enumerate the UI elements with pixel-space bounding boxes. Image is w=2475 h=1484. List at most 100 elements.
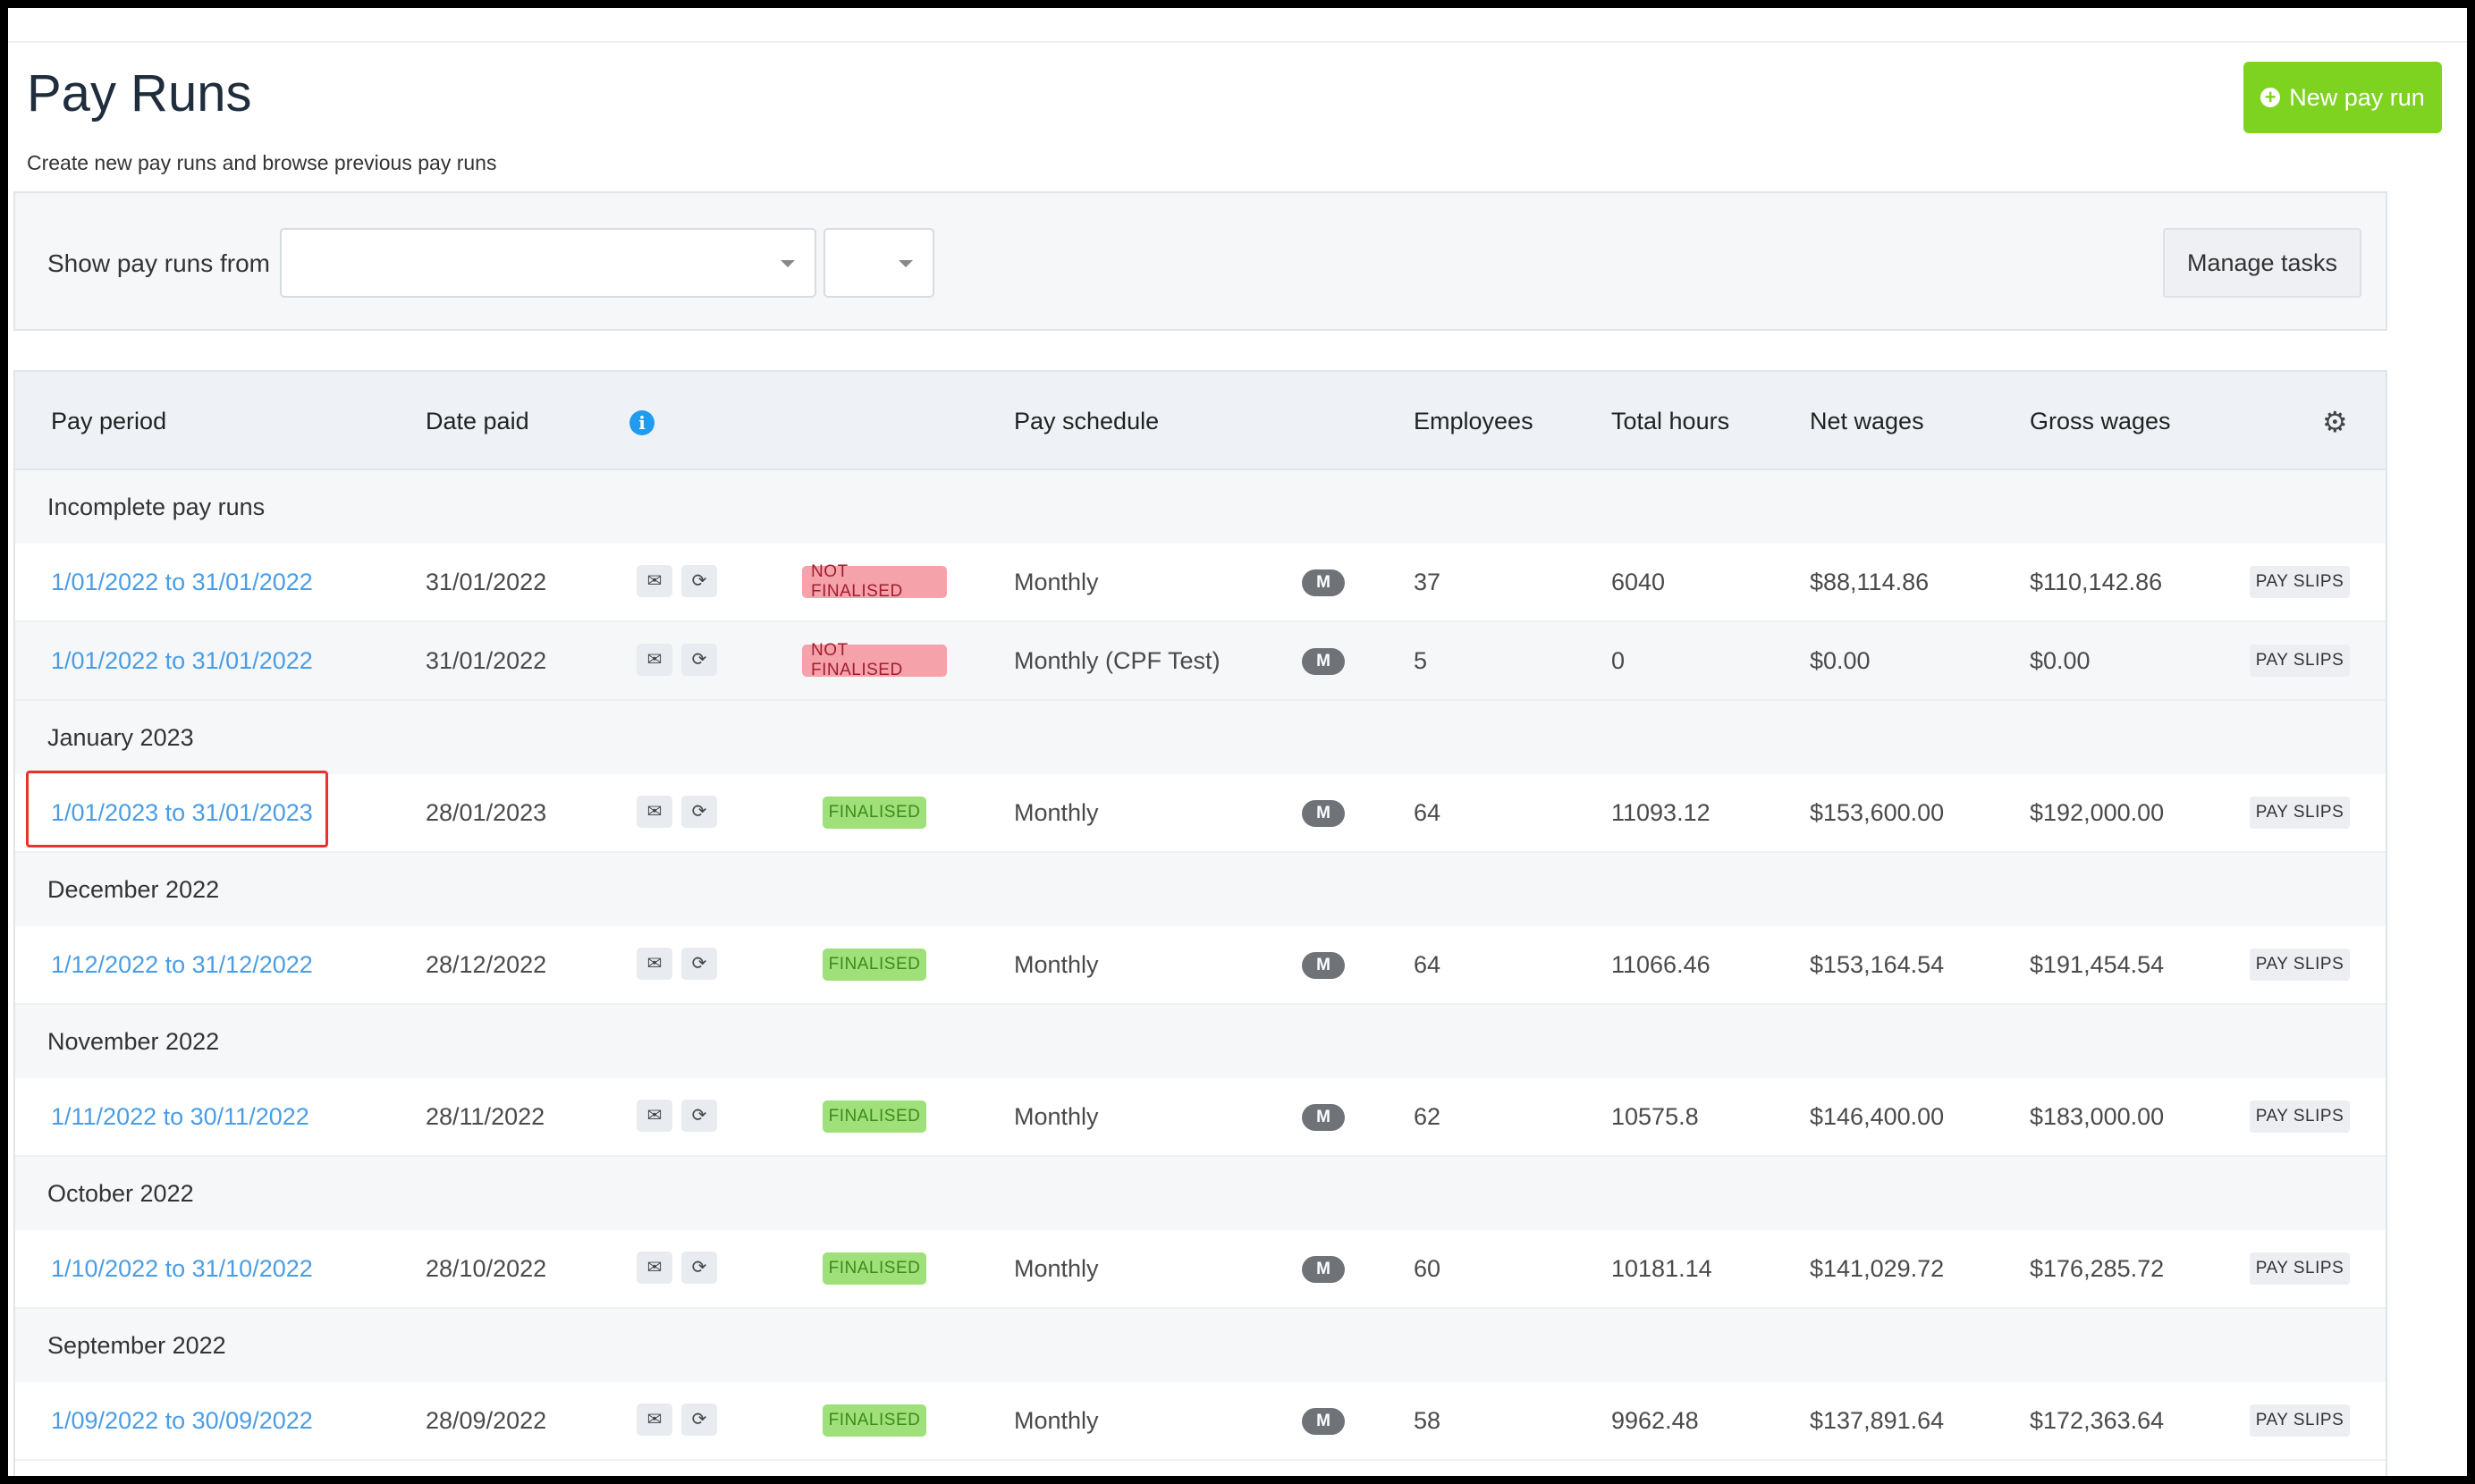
employees-count: 64 (1414, 799, 1441, 826)
group-header: Incomplete pay runs (15, 470, 2386, 544)
date-paid: 28/09/2022 (426, 1407, 547, 1434)
frequency-badge: M (1302, 1104, 1345, 1131)
status-badge: FINALISED (823, 949, 926, 981)
pay-period-link[interactable]: 1/09/2022 to 30/09/2022 (51, 1407, 313, 1434)
new-pay-run-label: New pay run (2289, 83, 2425, 111)
group-header: November 2022 (15, 1005, 2386, 1078)
refresh-button[interactable]: ⟳ (681, 1404, 717, 1436)
refresh-button[interactable]: ⟳ (681, 1252, 717, 1284)
refresh-button[interactable]: ⟳ (681, 1100, 717, 1132)
email-button[interactable]: ✉ (637, 1404, 672, 1436)
manage-tasks-button[interactable]: Manage tasks (2163, 228, 2361, 298)
group-label: Incomplete pay runs (47, 493, 266, 520)
filter-label: Show pay runs from (47, 249, 270, 277)
header-employees: Employees (1414, 408, 1533, 434)
pay-slips-button[interactable]: PAY SLIPS (2250, 1252, 2350, 1285)
plus-circle-icon: + (2260, 88, 2281, 107)
pay-period-link[interactable]: 1/01/2023 to 31/01/2023 (51, 799, 313, 826)
email-button[interactable]: ✉ (637, 565, 672, 597)
pay-slips-button[interactable]: PAY SLIPS (2250, 645, 2350, 677)
pay-runs-table: Pay period Date paid i Pay schedule Empl… (13, 370, 2387, 1476)
pay-period-link[interactable]: 1/10/2022 to 31/10/2022 (51, 1255, 313, 1282)
table-row: 1/01/2023 to 31/01/2023 28/01/2023 ✉ ⟳ FINAL… (15, 774, 2386, 853)
net-wages: $137,891.64 (1810, 1407, 1945, 1434)
gross-wages: $110,142.86 (2030, 569, 2163, 595)
employees-count: 64 (1414, 951, 1441, 978)
email-button[interactable]: ✉ (637, 644, 672, 676)
header-date-paid: Date paid (426, 408, 529, 434)
pay-period-link[interactable]: 1/11/2022 to 30/11/2022 (51, 1103, 309, 1130)
email-button[interactable]: ✉ (637, 796, 672, 828)
employees-count: 60 (1414, 1255, 1441, 1282)
table-row: 1/01/2022 to 31/01/2022 31/01/2022 ✉ ⟳ NOT F… (15, 544, 2386, 622)
employees-count: 5 (1414, 647, 1428, 674)
refresh-button[interactable]: ⟳ (681, 565, 717, 597)
pay-period-link[interactable]: 1/01/2022 to 31/01/2022 (51, 569, 313, 595)
total-hours: 10575.8 (1611, 1103, 1699, 1130)
pay-schedule: Monthly (1014, 1103, 1099, 1130)
net-wages: $88,114.86 (1810, 569, 1930, 595)
header-total-hours: Total hours (1611, 408, 1730, 434)
gross-wages: $191,454.54 (2030, 951, 2165, 978)
table-row: 1/12/2022 to 31/12/2022 28/12/2022 ✉ ⟳ FINAL… (15, 926, 2386, 1005)
pay-run-filter-select[interactable] (280, 228, 816, 298)
pay-slips-button[interactable]: PAY SLIPS (2250, 566, 2350, 598)
frequency-badge: M (1302, 952, 1345, 979)
pay-schedule: Monthly (CPF Test) (1014, 647, 1221, 674)
pay-slips-button[interactable]: PAY SLIPS (2250, 1100, 2350, 1133)
refresh-button[interactable]: ⟳ (681, 948, 717, 980)
pay-schedule: Monthly (1014, 1255, 1099, 1282)
frequency-badge: M (1302, 648, 1345, 675)
group-label: October 2022 (47, 1180, 194, 1207)
pay-slips-button[interactable]: PAY SLIPS (2250, 797, 2350, 829)
employees-count: 37 (1414, 569, 1441, 595)
email-button[interactable]: ✉ (637, 1252, 672, 1284)
header-net-wages: Net wages (1810, 408, 1924, 434)
chevron-down-icon (899, 260, 913, 267)
info-icon[interactable]: i (629, 410, 655, 435)
group-label: January 2023 (47, 724, 194, 751)
group-header: September 2022 (15, 1309, 2386, 1382)
total-hours: 9962.48 (1611, 1407, 1699, 1434)
net-wages: $153,600.00 (1810, 799, 1945, 826)
total-hours: 10181.14 (1611, 1255, 1712, 1282)
refresh-button[interactable]: ⟳ (681, 644, 717, 676)
pay-slips-button[interactable]: PAY SLIPS (2250, 1404, 2350, 1437)
header-pay-schedule: Pay schedule (1014, 408, 1160, 434)
page-title: Pay Runs (27, 64, 252, 122)
table-row: 1/11/2022 to 30/11/2022 28/11/2022 ✉ ⟳ FINAL… (15, 1078, 2386, 1157)
group-header: December 2022 (15, 853, 2386, 926)
net-wages: $141,029.72 (1810, 1255, 1945, 1282)
email-button[interactable]: ✉ (637, 948, 672, 980)
pay-period-link[interactable]: 1/01/2022 to 31/01/2022 (51, 647, 313, 674)
date-paid: 31/01/2022 (426, 569, 547, 595)
group-header: October 2022 (15, 1157, 2386, 1230)
top-divider (8, 41, 2467, 43)
table-row: 1/10/2022 to 31/10/2022 28/10/2022 ✉ ⟳ FINAL… (15, 1230, 2386, 1309)
pay-slips-button[interactable]: PAY SLIPS (2250, 949, 2350, 981)
email-button[interactable]: ✉ (637, 1100, 672, 1132)
gross-wages: $183,000.00 (2030, 1103, 2165, 1130)
header-gross-wages: Gross wages (2030, 408, 2171, 434)
table-row: 1/09/2022 to 30/09/2022 28/09/2022 ✉ ⟳ FINAL… (15, 1382, 2386, 1461)
new-pay-run-button[interactable]: + New pay run (2243, 62, 2442, 133)
status-badge: NOT FINALISED (802, 641, 947, 679)
status-badge: FINALISED (823, 1100, 926, 1133)
status-badge: FINALISED (823, 797, 926, 829)
gross-wages: $192,000.00 (2030, 799, 2165, 826)
page-subtitle: Create new pay runs and browse previous … (27, 151, 497, 174)
pay-period-link[interactable]: 1/12/2022 to 31/12/2022 (51, 951, 313, 978)
gross-wages: $176,285.72 (2030, 1255, 2165, 1282)
group-label: November 2022 (47, 1028, 220, 1055)
gear-icon[interactable]: ⚙ (2322, 406, 2348, 438)
date-paid: 31/01/2022 (426, 647, 547, 674)
group-header: January 2023 (15, 701, 2386, 774)
group-label: September 2022 (47, 1332, 226, 1359)
table-row: 1/01/2022 to 31/01/2022 31/01/2022 ✉ ⟳ NOT F… (15, 622, 2386, 701)
gross-wages: $0.00 (2030, 647, 2091, 674)
employees-count: 58 (1414, 1407, 1441, 1434)
pay-run-secondary-select[interactable] (824, 228, 934, 298)
frequency-badge: M (1302, 1408, 1345, 1435)
refresh-button[interactable]: ⟳ (681, 796, 717, 828)
total-hours: 11093.12 (1611, 799, 1711, 826)
